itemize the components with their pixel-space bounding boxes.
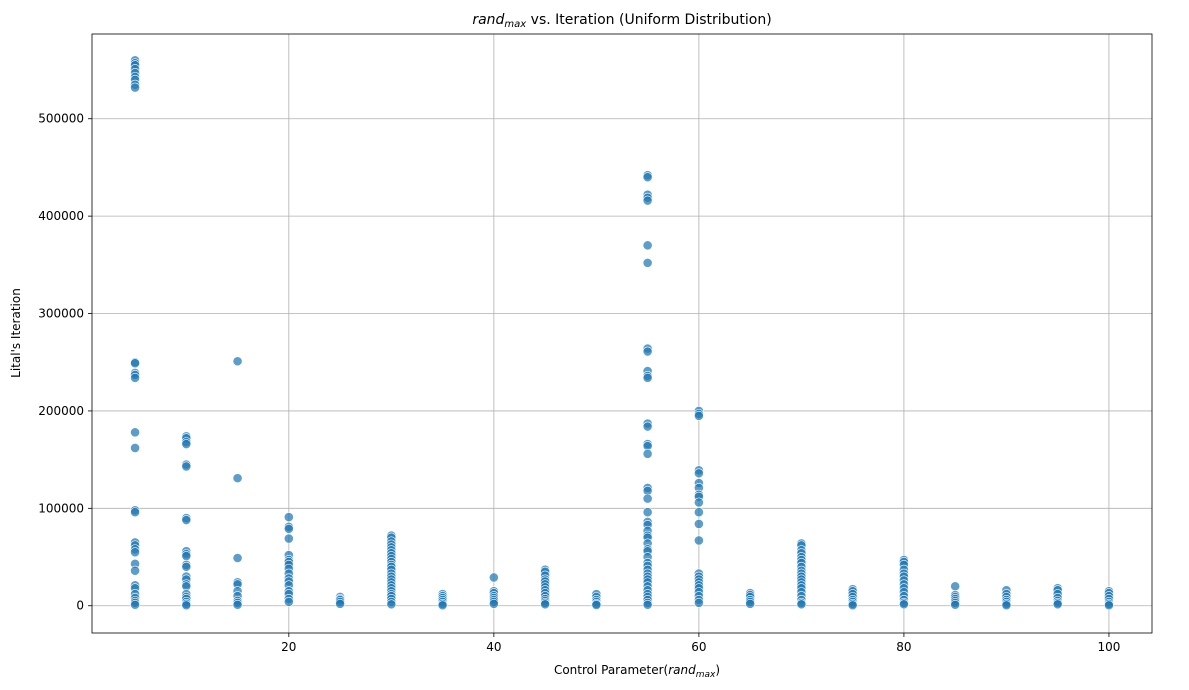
data-point [335, 598, 345, 609]
data-point [642, 493, 653, 504]
y-tick-label: 300000 [38, 307, 84, 321]
data-point [1052, 599, 1063, 610]
data-point [232, 356, 243, 367]
data-point [1104, 600, 1114, 611]
x-tick-label: 80 [896, 640, 911, 654]
x-axis-label-prefix: Control Parameter( [554, 663, 668, 677]
y-tick-label: 100000 [38, 501, 84, 515]
data-point [693, 497, 704, 508]
data-point [283, 533, 294, 544]
data-point [181, 439, 192, 449]
y-tick-label: 0 [76, 599, 84, 613]
grid-lines [92, 34, 1152, 633]
data-point [232, 599, 243, 610]
data-point [745, 598, 756, 609]
data-point [437, 600, 448, 611]
data-point [693, 597, 704, 608]
data-point [642, 421, 653, 432]
data-point [642, 507, 653, 518]
data-point [181, 515, 192, 525]
data-point [693, 468, 704, 479]
data-point [796, 599, 807, 610]
x-tick-label: 40 [486, 640, 501, 654]
data-point [693, 535, 704, 546]
chart-title-subscript: max [504, 19, 526, 30]
data-point [693, 507, 704, 518]
data-point [642, 372, 653, 383]
data-point [283, 596, 294, 607]
data-point [181, 561, 192, 572]
data-point [642, 240, 653, 251]
data-point [283, 523, 294, 534]
x-axis-label-subscript: max [696, 670, 716, 680]
data-point [130, 599, 140, 610]
data-point [642, 346, 653, 357]
data-point [950, 581, 961, 592]
data-point [847, 600, 858, 611]
data-point [130, 82, 140, 93]
data-point [181, 551, 192, 561]
data-point [591, 600, 602, 610]
chart-title: randmax vs. Iteration (Uniform Distribut… [472, 12, 771, 30]
y-axis-label: Lital's Iteration [9, 288, 23, 378]
data-point [899, 599, 909, 610]
x-axis-label-suffix: ) [715, 663, 720, 677]
data-point [950, 599, 961, 610]
data-point [642, 448, 653, 459]
data-point [130, 372, 140, 383]
data-point [130, 358, 140, 369]
x-tick-label: 20 [281, 640, 296, 654]
data-point [181, 461, 192, 472]
axis-ticks: 20 40 60 80 100 0 100000 200000 300000 400000 5000… [38, 112, 1120, 654]
data-point [488, 598, 499, 609]
data-point [642, 599, 653, 610]
data-point [130, 565, 140, 576]
data-point [693, 410, 704, 421]
data-point [130, 507, 140, 518]
data-point [642, 257, 653, 268]
data-point [386, 599, 397, 610]
chart-title-italic: rand [472, 12, 504, 28]
data-point [181, 600, 192, 611]
data-point [130, 427, 140, 438]
x-tick-label: 100 [1097, 640, 1120, 654]
data-point [232, 553, 243, 563]
x-axis-label-italic: rand [668, 663, 696, 677]
chart-title-rest: vs. Iteration (Uniform Distribution) [526, 12, 771, 28]
y-tick-label: 200000 [38, 404, 84, 418]
y-tick-label: 400000 [38, 209, 84, 223]
data-point [1001, 600, 1012, 611]
data-point [642, 195, 653, 206]
data-point [488, 572, 499, 583]
data-point [642, 172, 653, 183]
data-point [540, 599, 551, 610]
data-point [283, 512, 294, 522]
data-point [130, 443, 140, 453]
y-tick-label: 500000 [38, 112, 84, 126]
x-tick-label: 60 [691, 640, 706, 654]
data-point [232, 473, 243, 484]
plot-frame [91, 33, 1153, 634]
data-point [693, 519, 704, 529]
x-axis-label: Control Parameter(randmax) [554, 663, 720, 680]
data-point [130, 547, 140, 558]
data-points [130, 55, 1114, 611]
